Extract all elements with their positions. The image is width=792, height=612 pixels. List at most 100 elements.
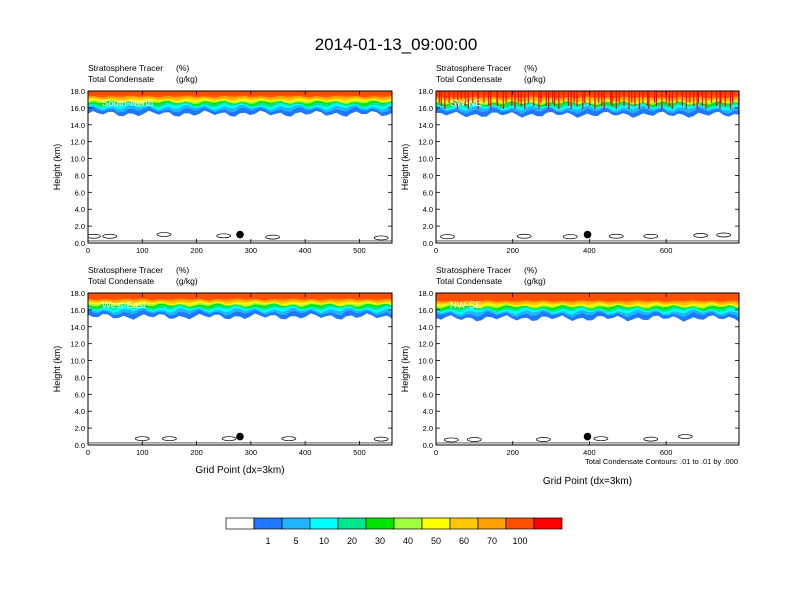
tracer-streak [563,91,564,103]
condensate-contour [441,235,455,239]
condensate-contour [694,233,708,237]
y-tick-label: 12.0 [70,340,85,349]
x-tick-label: 600 [660,448,673,457]
condensate-contour [517,234,531,238]
colorbar-swatch [366,518,394,529]
tracer-streak [584,91,585,103]
condensate-contour [594,437,608,441]
colorbar-label: 100 [512,536,527,546]
x-tick-label: 200 [506,448,519,457]
colorbar-label: 20 [347,536,357,546]
tracer-streak [488,91,489,106]
tracer-streak [686,91,687,109]
tracer-streak [698,91,699,103]
y-tick-label: 2.0 [75,222,85,231]
y-tick-label: 16.0 [418,306,433,315]
header-tracer-unit: (%) [524,63,537,73]
y-tick-label: 4.0 [423,407,433,416]
y-tick-label: 4.0 [423,205,433,214]
location-marker [584,231,592,239]
header-tracer: Stratosphere Tracer [88,63,163,73]
colorbar-label: 60 [459,536,469,546]
y-tick-label: 14.0 [418,121,433,130]
colorbar-label: 10 [319,536,329,546]
x-tick-label: 500 [353,448,366,457]
colorbar-swatch [422,518,450,529]
tracer-streak [540,91,541,103]
header-condensate: Total Condensate [436,74,502,84]
header-condensate-unit: (g/kg) [524,276,546,286]
condensate-contour [563,235,577,239]
plot-area [86,91,392,241]
x-tick-label: 400 [299,246,312,255]
tracer-streak [571,91,572,109]
colorbar-swatch [394,518,422,529]
tracer-streak [631,91,632,103]
x-tick-label: 100 [136,246,149,255]
tracer-streak [705,91,706,109]
tracer-streak [554,91,555,106]
tracer-streak [623,91,624,106]
tracer-streak [503,91,504,109]
x-axis-label: Grid Point (dx=3km) [543,476,632,487]
header-tracer-unit: (%) [176,63,189,73]
tracer-streak [682,91,683,106]
tracer-streak [546,91,547,106]
colorbar-swatch [226,518,254,529]
header-tracer: Stratosphere Tracer [436,63,511,73]
tracer-streak [506,91,507,103]
y-tick-label: 10.0 [70,357,85,366]
header-condensate: Total Condensate [436,276,502,286]
header-condensate-unit: (g/kg) [176,74,198,84]
tracer-streak [552,91,553,103]
panels: Stratosphere Tracer (%) Total Condensate (g… [52,63,739,487]
y-tick-label: 12.0 [70,138,85,147]
tracer-streak [672,91,673,109]
tracer-streak [533,91,534,106]
tracer-streak [676,91,677,103]
header-condensate: Total Condensate [88,276,154,286]
x-tick-label: 400 [583,448,596,457]
tracer-streak [568,91,569,106]
tracer-streak [582,91,583,109]
y-tick-label: 2.0 [75,424,85,433]
condensate-contour [374,437,388,441]
colorbar-swatch [506,518,534,529]
condensate-contour [444,438,458,442]
y-tick-label: 6.0 [423,390,433,399]
condensate-contour [162,437,176,441]
y-tick-label: 8.0 [75,373,85,382]
panel-sw-ne: Stratosphere Tracer (%)Total Condensate (g… [400,63,739,255]
plot-area [436,91,739,241]
condensate-contour [536,438,550,442]
x-tick-label: 300 [245,246,258,255]
panel-label: South-North [102,98,153,109]
y-tick-label: 18.0 [70,87,85,96]
colorbar-label: 50 [431,536,441,546]
y-tick-label: 12.0 [418,340,433,349]
tracer-streak [576,91,577,106]
tracer-streak [634,91,635,106]
tracer-streak [518,91,519,103]
x-tick-label: 400 [299,448,312,457]
y-tick-label: 6.0 [75,390,85,399]
tracer-streak [628,91,629,109]
y-tick-label: 18.0 [418,87,433,96]
y-tick-label: 6.0 [75,188,85,197]
condensate-contour [609,234,623,238]
x-tick-label: 100 [136,448,149,457]
tracer-streak [548,91,549,109]
y-tick-label: 14.0 [70,121,85,130]
panel-west-east: Stratosphere Tracer (%) Total Condensate (g… [52,265,392,476]
tracer-streak [732,91,733,103]
tracer-streak [610,91,611,103]
plot-area [436,293,739,443]
tracer-streak [524,91,525,109]
tracer-streak [720,91,721,103]
panel-south-north: Stratosphere Tracer (%)Total Condensate (g… [52,63,392,255]
y-tick-label: 8.0 [423,171,433,180]
condensate-contour [282,437,296,441]
tracer-streak [612,91,613,106]
tracer-streak [521,91,522,106]
